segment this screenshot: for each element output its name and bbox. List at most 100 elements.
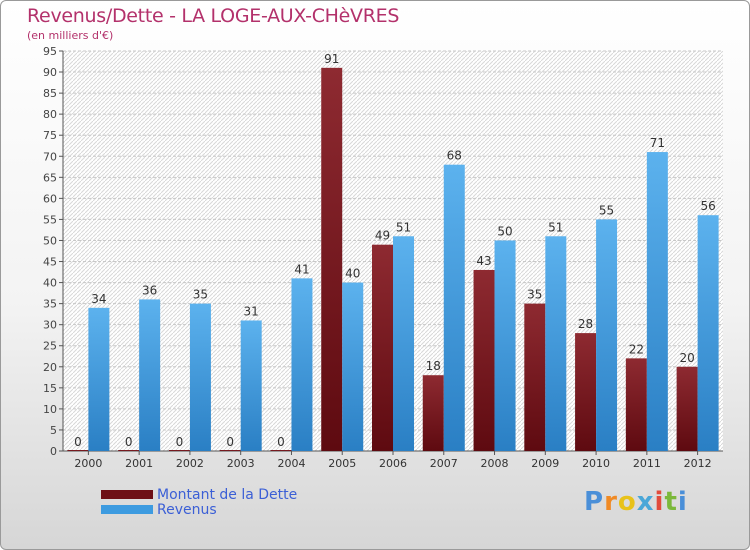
bar-debt	[422, 375, 444, 451]
data-label-revenue: 34	[91, 292, 106, 306]
chart-subtitle: (en milliers d'€)	[27, 29, 114, 42]
y-tick-label: 65	[43, 171, 57, 184]
data-label-revenue: 68	[447, 149, 462, 163]
data-label-revenue: 71	[650, 136, 665, 150]
data-label-revenue: 51	[396, 220, 411, 234]
bar-debt	[168, 450, 190, 451]
x-tick-label: 2009	[531, 457, 559, 470]
bar-revenue	[443, 164, 465, 451]
logo-letter: t	[664, 487, 678, 517]
logo-letter: i	[677, 487, 688, 517]
y-tick-label: 35	[43, 298, 57, 311]
x-tick-label: 2001	[125, 457, 153, 470]
y-tick-label: 50	[43, 234, 57, 247]
logo-letter: r	[604, 487, 618, 517]
bar-debt	[321, 67, 343, 451]
data-label-revenue: 35	[193, 288, 208, 302]
data-label-revenue: 41	[294, 262, 309, 276]
legend-item-debt: Montant de la Dette	[101, 486, 298, 503]
bar-debt	[118, 450, 140, 451]
data-label-revenue: 56	[700, 199, 715, 213]
data-label-revenue: 36	[142, 283, 157, 297]
y-tick-label: 75	[43, 129, 57, 142]
bar-revenue	[697, 215, 719, 451]
logo-letter: x	[636, 487, 655, 517]
data-label-debt: 0	[226, 435, 234, 449]
data-label-debt: 43	[476, 254, 491, 268]
bar-revenue	[545, 236, 567, 451]
y-tick-label: 15	[43, 382, 57, 395]
bar-revenue	[596, 219, 618, 451]
bar-debt	[67, 450, 89, 451]
bar-revenue	[342, 282, 364, 451]
bar-debt	[676, 366, 698, 451]
data-label-debt: 0	[125, 435, 133, 449]
bar-revenue	[393, 236, 414, 451]
y-tick-label: 10	[43, 403, 57, 416]
y-tick-label: 40	[43, 277, 57, 290]
bar-revenue	[139, 299, 161, 451]
x-tick-label: 2007	[430, 457, 458, 470]
data-label-debt: 0	[74, 435, 82, 449]
data-label-debt: 28	[578, 317, 593, 331]
x-tick-label: 2011	[633, 457, 661, 470]
bar-revenue	[240, 320, 262, 451]
data-label-debt: 49	[375, 229, 390, 243]
y-tick-label: 80	[43, 108, 57, 121]
x-tick-label: 2012	[684, 457, 712, 470]
legend-item-revenue: Revenus	[101, 501, 297, 518]
bar-debt	[524, 303, 546, 451]
chart-title: Revenus/Dette - LA LOGE-AUX-CHèVRES	[27, 5, 400, 27]
y-tick-label: 45	[43, 256, 57, 269]
logo-letter: P	[584, 487, 605, 517]
data-label-debt: 20	[679, 351, 694, 365]
data-label-debt: 0	[176, 435, 184, 449]
legend-swatch-revenue	[101, 505, 153, 514]
y-tick-label: 5	[50, 424, 57, 437]
logo-letter: o	[617, 487, 637, 517]
data-label-debt: 35	[527, 288, 542, 302]
x-tick-label: 2005	[328, 457, 356, 470]
x-tick-label: 2010	[582, 457, 610, 470]
x-tick-label: 2000	[74, 457, 102, 470]
y-tick-label: 90	[43, 66, 57, 79]
bar-debt	[625, 358, 647, 451]
bar-debt	[575, 333, 597, 451]
x-tick-label: 2006	[379, 457, 407, 470]
y-tick-label: 0	[50, 445, 57, 458]
data-label-debt: 0	[277, 435, 285, 449]
x-tick-label: 2008	[481, 457, 509, 470]
x-tick-label: 2004	[277, 457, 305, 470]
legend-label-debt: Montant de la Dette	[157, 486, 298, 503]
data-label-revenue: 50	[497, 224, 512, 238]
bar-revenue	[646, 152, 668, 452]
y-tick-label: 25	[43, 340, 57, 353]
y-tick-label: 70	[43, 150, 57, 163]
y-tick-label: 20	[43, 361, 57, 374]
bar-debt	[473, 269, 495, 451]
bar-debt	[372, 244, 393, 451]
logo-letter: i	[654, 487, 665, 517]
y-tick-label: 55	[43, 213, 57, 226]
proxiti-logo: Proxiti	[584, 487, 688, 517]
data-label-revenue: 55	[599, 203, 614, 217]
data-label-revenue: 51	[548, 220, 563, 234]
legend-swatch-debt	[101, 490, 153, 499]
x-tick-label: 2002	[176, 457, 204, 470]
y-tick-label: 85	[43, 87, 57, 100]
data-label-debt: 22	[629, 342, 644, 356]
bar-revenue	[88, 307, 110, 451]
data-label-revenue: 40	[345, 267, 360, 281]
y-tick-label: 30	[43, 319, 57, 332]
bar-revenue	[189, 303, 211, 451]
bar-debt	[219, 450, 241, 451]
bar-debt	[270, 450, 292, 451]
legend-label-revenue: Revenus	[157, 501, 217, 518]
data-label-debt: 91	[324, 52, 339, 66]
y-tick-label: 60	[43, 192, 57, 205]
data-label-revenue: 31	[244, 304, 259, 318]
bar-revenue	[291, 278, 313, 451]
data-label-debt: 18	[426, 359, 441, 373]
